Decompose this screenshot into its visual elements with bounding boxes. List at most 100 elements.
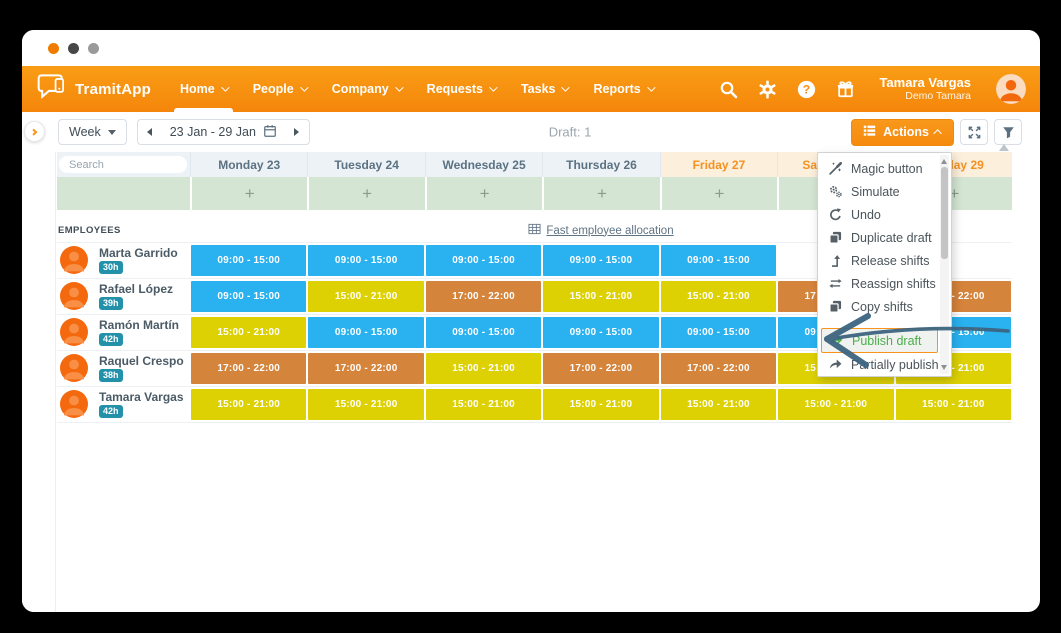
scrollbar-up-icon[interactable]	[941, 159, 947, 164]
nav-item-people[interactable]: People	[240, 66, 319, 112]
chevron-right-icon	[30, 128, 38, 136]
menu-item-duplicate-draft[interactable]: Duplicate draft	[818, 226, 951, 249]
menu-item-label: Undo	[851, 207, 881, 222]
gift-icon[interactable]	[834, 78, 856, 100]
schedule-toolbar: Week 23 Jan - 29 Jan Draft: 1 Actions	[22, 112, 1040, 152]
shift-cell-late[interactable]: 17:00 - 22:00	[543, 353, 659, 384]
shift-cell-morning[interactable]: 09:00 - 15:00	[308, 317, 424, 348]
nav-item-label: Reports	[593, 82, 641, 96]
shift-cell-evening[interactable]: 15:00 - 21:00	[543, 281, 659, 312]
menu-item-simulate[interactable]: Simulate	[818, 180, 951, 203]
menu-item-release-shifts[interactable]: Release shifts	[818, 249, 951, 272]
scrollbar-thumb[interactable]	[941, 167, 948, 259]
nav-item-tasks[interactable]: Tasks	[508, 66, 581, 112]
shift-cell-evening[interactable]: 15:00 - 21:00	[308, 281, 424, 312]
employee-hours-badge: 39h	[99, 297, 123, 310]
shift-cell-evening[interactable]: 15:00 - 21:00	[425, 353, 542, 384]
nav-item-company[interactable]: Company	[319, 66, 414, 112]
nav-item-label: Company	[331, 82, 389, 96]
window-dot-zoom[interactable]	[88, 43, 99, 54]
grid-icon	[528, 223, 541, 238]
sidebar-toggle-button[interactable]	[24, 121, 45, 142]
user-name: Tamara Vargas	[879, 74, 971, 90]
employee-info: Tamara Vargas 42h	[57, 387, 190, 422]
scrollbar-down-icon[interactable]	[941, 365, 947, 370]
shift-cell-morning[interactable]: 09:00 - 15:00	[191, 281, 307, 312]
user-menu[interactable]: Tamara Vargas Demo Tamara	[879, 74, 971, 103]
date-range-button[interactable]: 23 Jan - 29 Jan	[162, 120, 285, 144]
actions-button[interactable]: Actions	[851, 118, 954, 146]
brand-logo[interactable]: TramitApp	[36, 73, 151, 105]
svg-text:?: ?	[803, 82, 810, 96]
user-avatar[interactable]	[996, 74, 1026, 104]
menu-item-label: Reassign shifts	[851, 276, 936, 291]
menu-item-partially-publish[interactable]: Partially publish	[818, 353, 951, 376]
menu-item-label: Partially publish	[851, 357, 939, 372]
shift-cell-morning[interactable]: 09:00 - 15:00	[191, 245, 307, 276]
shift-cell-evening[interactable]: 15:00 - 21:00	[895, 389, 1011, 420]
shift-cell-late[interactable]: 17:00 - 22:00	[660, 353, 777, 384]
add-shift-button-monday-23[interactable]: +	[190, 177, 308, 210]
nav-item-home[interactable]: Home	[167, 66, 240, 113]
shift-cell-evening[interactable]: 15:00 - 21:00	[425, 389, 542, 420]
employee-name: Ramón Martín	[99, 318, 180, 332]
help-icon[interactable]: ?	[795, 78, 817, 100]
employee-info: Raquel Crespo 38h	[57, 351, 190, 386]
nav-item-reports[interactable]: Reports	[580, 66, 665, 112]
menu-item-label: Duplicate draft	[851, 230, 932, 245]
settings-gear-icon[interactable]	[756, 78, 778, 100]
employee-avatar	[60, 354, 88, 382]
dropdown-scrollbar	[940, 155, 949, 374]
add-shift-button-thursday-26[interactable]: +	[542, 177, 660, 210]
menu-item-reassign-shifts[interactable]: Reassign shifts	[818, 272, 951, 295]
nav-item-label: Requests	[426, 82, 483, 96]
employee-search-input[interactable]	[59, 156, 187, 173]
view-selector-week[interactable]: Week	[58, 119, 127, 145]
shift-cell-morning[interactable]: 09:00 - 15:00	[543, 317, 659, 348]
shift-cell-morning[interactable]: 09:00 - 15:00	[308, 245, 424, 276]
next-week-button[interactable]	[285, 120, 309, 144]
shift-cell-evening[interactable]: 15:00 - 21:00	[778, 389, 894, 420]
menu-item-magic-button[interactable]: Magic button	[818, 157, 951, 180]
shift-cell-evening[interactable]: 15:00 - 21:00	[543, 389, 659, 420]
menu-item-label: Magic button	[851, 161, 923, 176]
shift-cell-evening[interactable]: 15:00 - 21:00	[191, 389, 307, 420]
prev-week-button[interactable]	[138, 120, 162, 144]
main-navbar: TramitApp Home People Company Requests Tasks…	[22, 66, 1040, 113]
shift-cell-morning[interactable]: 09:00 - 15:00	[543, 245, 659, 276]
shift-cell-morning[interactable]: 09:00 - 15:00	[660, 317, 777, 348]
scroll-up-icon[interactable]	[999, 144, 1009, 151]
shift-cell-evening[interactable]: 15:00 - 21:00	[660, 389, 777, 420]
shift-cell-late[interactable]: 17:00 - 22:00	[308, 353, 424, 384]
filter-button[interactable]	[994, 119, 1022, 145]
window-dot-minimize[interactable]	[68, 43, 79, 54]
add-shift-button-friday-27[interactable]: +	[659, 177, 778, 210]
shift-cell-morning[interactable]: 09:00 - 15:00	[660, 245, 777, 276]
shift-cell-morning[interactable]: 09:00 - 15:00	[425, 317, 542, 348]
fast-employee-allocation-link[interactable]: Fast employee allocation	[190, 223, 1012, 238]
user-subtitle: Demo Tamara	[905, 90, 971, 103]
caret-down-icon	[107, 129, 116, 135]
list-icon	[863, 124, 876, 140]
shift-cell-evening[interactable]: 15:00 - 21:00	[308, 389, 424, 420]
window-dot-close[interactable]	[48, 43, 59, 54]
shift-cell-late[interactable]: 17:00 - 22:00	[191, 353, 307, 384]
shift-cell-evening[interactable]: 15:00 - 21:00	[191, 317, 307, 348]
view-selector-label: Week	[69, 125, 101, 139]
duplicate-icon	[828, 231, 842, 244]
menu-item-undo[interactable]: Undo	[818, 203, 951, 226]
shift-cell-morning[interactable]: 09:00 - 15:00	[425, 245, 542, 276]
shift-cell-evening[interactable]: 15:00 - 21:00	[660, 281, 777, 312]
chevron-up-icon	[933, 129, 942, 138]
menu-item-publish-draft[interactable]: Publish draft	[821, 328, 938, 353]
fullscreen-button[interactable]	[960, 119, 988, 145]
add-shift-row-spacer	[57, 177, 190, 210]
search-icon[interactable]	[717, 78, 739, 100]
add-shift-button-tuesday-24[interactable]: +	[307, 177, 425, 210]
chevron-down-icon	[489, 83, 498, 92]
add-shift-button-wednesday-25[interactable]: +	[424, 177, 543, 210]
nav-item-requests[interactable]: Requests	[414, 66, 508, 112]
menu-item-copy-shifts[interactable]: Copy shifts	[818, 295, 951, 318]
employee-name: Rafael López	[99, 282, 174, 296]
shift-cell-late[interactable]: 17:00 - 22:00	[425, 281, 542, 312]
